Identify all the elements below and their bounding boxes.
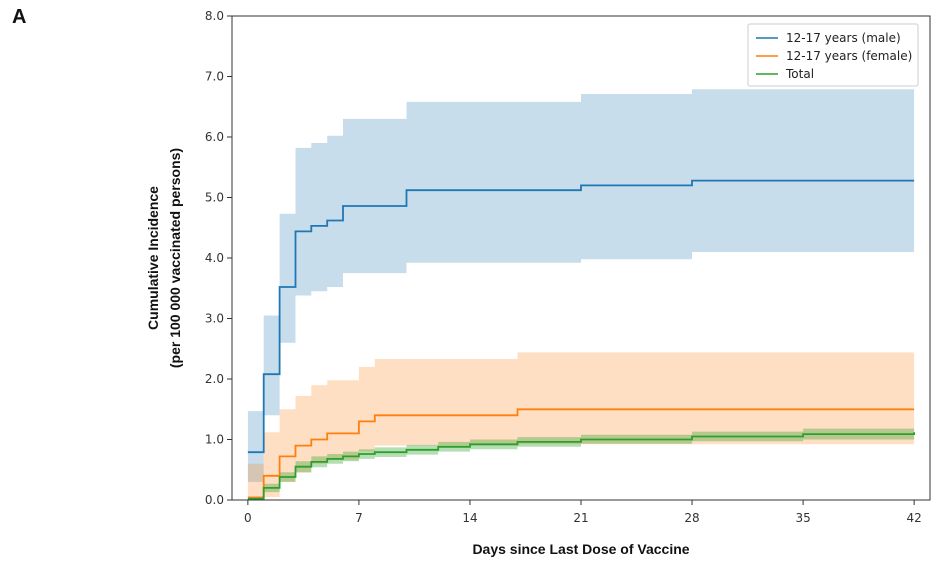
series-line-0: [247, 179, 915, 454]
confidence-band-1: [247, 352, 915, 500]
confidence-band-2: [247, 427, 915, 500]
x-axis-title: Days since Last Dose of Vaccine: [472, 541, 689, 557]
x-axis: 0 7 14 21 28 35 42: [244, 500, 922, 525]
y-axis: 0.0 1.0 2.0 3.0 4.0 5.0 6.0 7.0 8.0: [205, 9, 232, 507]
x-tick-label: 28: [684, 511, 699, 525]
y-tick-label: 0.0: [205, 493, 224, 507]
series-lines: [247, 179, 915, 500]
y-tick-label: 1.0: [205, 433, 224, 447]
x-tick-label: 42: [906, 511, 921, 525]
legend-label-female: 12-17 years (female): [786, 49, 912, 63]
confidence-band-0: [247, 89, 915, 482]
x-tick-label: 21: [573, 511, 588, 525]
y-tick-label: 6.0: [205, 130, 224, 144]
legend-label-male: 12-17 years (male): [786, 31, 901, 45]
series-line-2: [247, 432, 915, 500]
y-axis-title-line1: Cumulative Incidence: [145, 186, 161, 330]
legend-label-total: Total: [785, 67, 814, 81]
x-tick-label: 7: [355, 511, 363, 525]
x-tick-label: 35: [795, 511, 810, 525]
series-line-1: [247, 408, 915, 499]
y-tick-label: 2.0: [205, 372, 224, 386]
y-tick-label: 8.0: [205, 9, 224, 23]
x-tick-label: 0: [244, 511, 252, 525]
y-tick-label: 7.0: [205, 70, 224, 84]
x-tick-label: 14: [462, 511, 477, 525]
y-tick-label: 4.0: [205, 251, 224, 265]
legend: 12-17 years (male) 12-17 years (female) …: [747, 23, 919, 87]
confidence-bands: [247, 89, 915, 500]
y-axis-title-line2: (per 100 000 vaccinated persons): [167, 148, 183, 368]
y-tick-label: 5.0: [205, 191, 224, 205]
y-tick-label: 3.0: [205, 312, 224, 326]
panel-label: A: [12, 6, 27, 28]
legend-box: [747, 23, 919, 87]
